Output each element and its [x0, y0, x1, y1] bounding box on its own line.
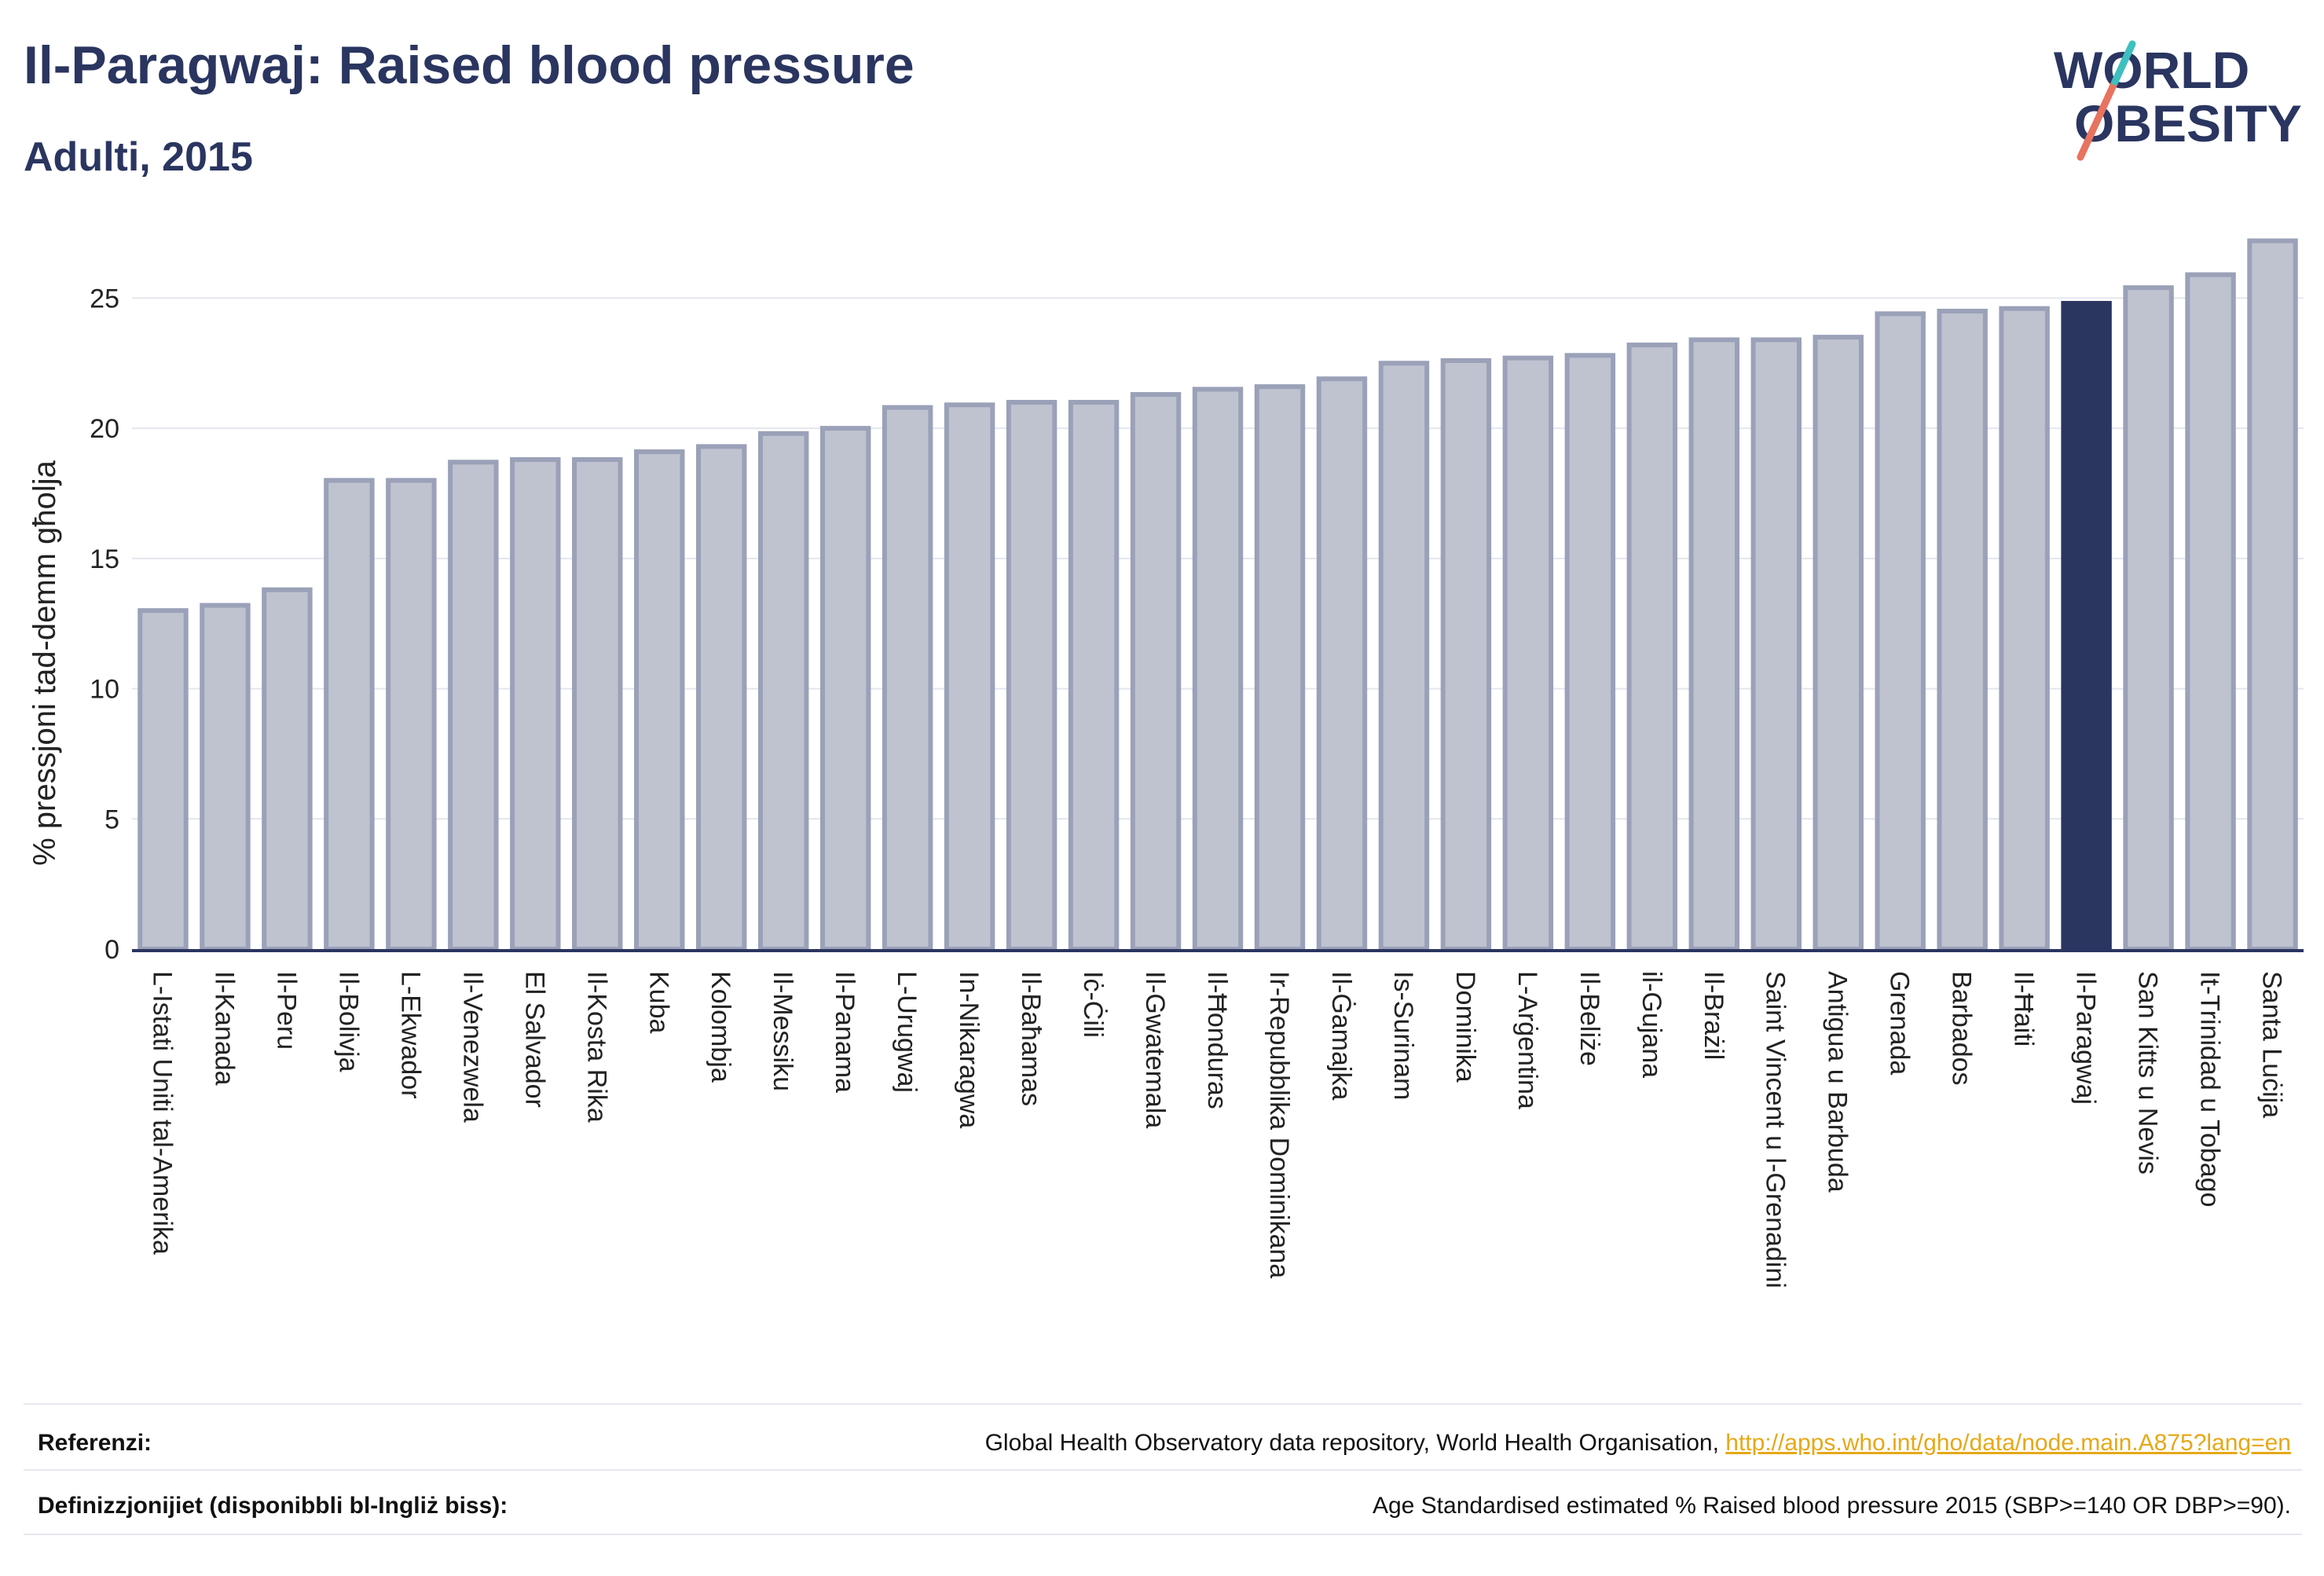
bar: [262, 587, 313, 952]
bar: [2123, 285, 2174, 951]
x-tick-label: Il-Ħaiti: [2009, 971, 2039, 1046]
bar: [510, 456, 561, 951]
bar: [1937, 309, 1988, 951]
x-tick-label: It-Trinidad u Tobago: [2195, 971, 2225, 1208]
y-tick-labels: 0 5 10 15 20 25: [90, 284, 119, 965]
x-tick-label: Barbados: [1947, 971, 1977, 1086]
x-tick-label: Il-Kanada: [209, 971, 239, 1086]
x-tick-label: Antigua u Barbuda: [1823, 971, 1853, 1193]
x-tick-label: Il-Messiku: [768, 971, 797, 1091]
x-tick-label: Iċ-Ċili: [1078, 971, 1108, 1038]
x-tick-labels: L-Istati Uniti tal-Amerika Il-Kanada Il-Pe…: [147, 971, 2286, 1288]
bar: [1192, 387, 1244, 951]
bar: [1130, 392, 1182, 951]
footer-divider-bottom: [24, 1534, 2302, 1535]
page-subtitle: Adulti, 2015: [24, 134, 253, 180]
bar: [1502, 355, 1554, 951]
x-tick-label: Ir-Repubblika Dominikana: [1264, 971, 1294, 1278]
x-tick-label: Il-Beliże: [1574, 971, 1604, 1066]
logo-line2: OBESITY: [2074, 94, 2302, 152]
x-tick-label: L-Urugwaj: [892, 971, 922, 1093]
x-tick-label: il-Gujana: [1637, 971, 1666, 1078]
x-tick-label: Santa Luċija: [2257, 971, 2287, 1118]
bar: [1688, 337, 1739, 951]
x-tick-label: Dominika: [1450, 971, 1480, 1083]
logo-slash-red: [2077, 78, 2119, 161]
x-tick-label: Is-Surinam: [1388, 971, 1418, 1100]
page-title: Il-Paragwaj: Raised blood pressure: [24, 35, 915, 95]
x-tick-label: Kolombja: [706, 971, 735, 1083]
references-text: Global Health Observatory data repositor…: [985, 1430, 2291, 1457]
logo-line1: WORLD: [2054, 41, 2249, 99]
bar: [1316, 376, 1368, 951]
bar: [2185, 272, 2236, 952]
bar: [572, 456, 623, 951]
bar: [1750, 337, 1802, 951]
x-tick-label: Grenada: [1885, 971, 1915, 1075]
x-tick-label: Il-Gwatemala: [1140, 971, 1170, 1128]
bar: [1006, 400, 1058, 951]
bar: [448, 460, 499, 951]
x-tick-label: L-Ekwador: [395, 971, 425, 1099]
y-tick-label: 5: [104, 804, 119, 834]
bar: [1564, 353, 1616, 952]
bar: [386, 478, 437, 951]
y-tick-label: 15: [90, 544, 119, 574]
x-tick-label: Il-Ħonduras: [1202, 971, 1232, 1109]
y-tick-label: 20: [90, 414, 119, 444]
world-obesity-logo: WORLD OBESITY: [2054, 40, 2302, 161]
logo-slash-teal: [2111, 40, 2136, 86]
x-tick-label: Saint Vincent u l-Grenadini: [1761, 971, 1791, 1288]
x-tick-label: Il-Venezwela: [457, 971, 487, 1123]
bar: [696, 444, 747, 951]
bar: [1254, 384, 1306, 952]
y-tick-label: 0: [104, 935, 119, 965]
references-source: Global Health Observatory data repositor…: [984, 1430, 1726, 1456]
bar-highlight: [2061, 301, 2112, 951]
bar: [1999, 306, 2050, 951]
bar: [200, 603, 251, 951]
bar: [1440, 357, 1492, 951]
bar-chart: 0 5 10 15 20 25 L-Istati Uniti tal-Amerika Il-…: [27, 238, 2304, 1288]
bar: [757, 431, 809, 951]
x-tick-label: Il-Panama: [830, 971, 860, 1093]
x-tick-label: L-Arġentina: [1512, 971, 1542, 1109]
bar: [1813, 335, 1864, 951]
bar: [882, 405, 933, 951]
x-tick-label: Il-Brażil: [1699, 971, 1728, 1060]
x-tick-label: Il-Bolivja: [333, 971, 363, 1072]
x-tick-label: In-Nikaragwa: [954, 971, 984, 1128]
x-tick-label: Il-Ġamajka: [1326, 971, 1356, 1100]
footer-divider-mid: [24, 1469, 2302, 1471]
definitions-text: Age Standardised estimated % Raised bloo…: [1372, 1493, 2291, 1519]
references-label: Referenzi:: [38, 1430, 152, 1456]
bar: [137, 608, 189, 952]
bar: [1626, 343, 1678, 952]
bar: [634, 449, 685, 951]
definitions-label: Definizzjonijiet (disponibbli bl-Ingliż …: [38, 1493, 508, 1519]
bar: [2247, 238, 2298, 951]
x-tick-label: Il-Paragwaj: [2071, 971, 2101, 1105]
x-tick-label: Il-Peru: [271, 971, 301, 1050]
x-tick-label: L-Istati Uniti tal-Amerika: [147, 971, 177, 1255]
y-axis-label: % pressjoni tad-demm għolja: [27, 460, 62, 866]
references-link[interactable]: http://apps.who.int/gho/data/node.main.A…: [1725, 1430, 2291, 1456]
y-tick-label: 10: [90, 675, 119, 705]
bar: [1068, 400, 1120, 951]
x-tick-label: El Salvador: [519, 971, 549, 1108]
bar: [1875, 311, 1926, 952]
bar: [819, 426, 871, 951]
footer-divider-top: [24, 1403, 2302, 1405]
bar: [1378, 361, 1430, 951]
y-tick-label: 25: [90, 284, 119, 313]
x-tick-label: San Kitts u Nevis: [2133, 971, 2163, 1175]
bars: [137, 238, 2298, 952]
x-tick-label: Il-Baħamas: [1016, 971, 1046, 1106]
x-tick-label: Kuba: [643, 971, 673, 1033]
bar: [324, 478, 375, 951]
bar: [944, 402, 995, 951]
x-tick-label: Il-Kosta Rika: [581, 971, 611, 1123]
